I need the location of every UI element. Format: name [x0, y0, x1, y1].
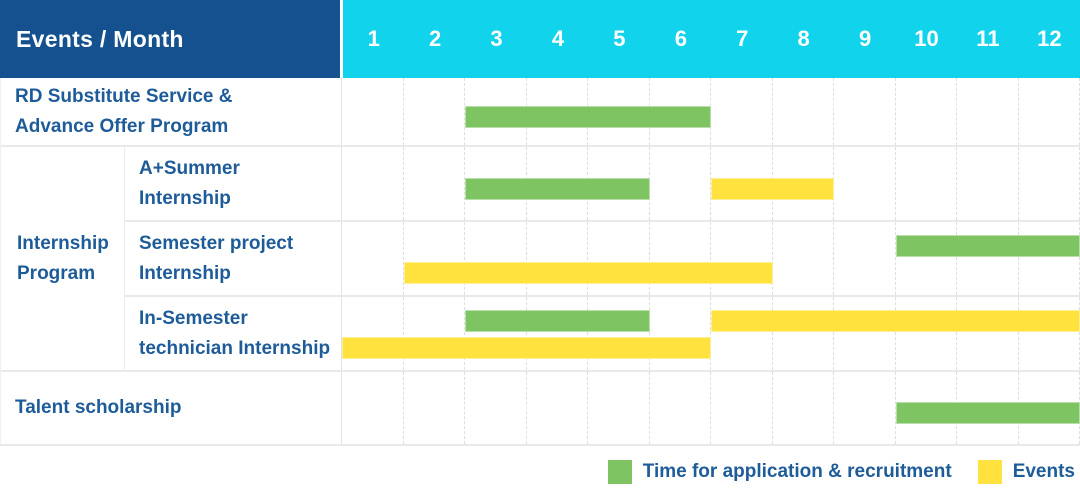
month-column [711, 78, 773, 145]
month-header-cell: 12 [1019, 0, 1080, 78]
month-column [957, 78, 1019, 145]
gantt-bar [342, 337, 711, 359]
month-column [650, 372, 712, 444]
month-header-cell: 3 [466, 0, 527, 78]
month-column [711, 372, 773, 444]
month-header-cell: 8 [773, 0, 834, 78]
month-header-cell: 1 [343, 0, 404, 78]
month-column [957, 147, 1019, 220]
internship-program-group: Internship Program A+Summer Internship S… [1, 145, 1080, 372]
month-column [1019, 147, 1080, 220]
gantt-body: RD Substitute Service & Advance Offer Pr… [0, 78, 1080, 446]
gantt-bar [465, 178, 650, 200]
gantt-bar [465, 310, 650, 332]
legend-label: Time for application & recruitment [643, 461, 952, 483]
month-column [404, 297, 466, 370]
month-column [1019, 78, 1080, 145]
gantt-bar [711, 178, 834, 200]
table-row-talent-scholarship: Talent scholarship [1, 372, 1080, 444]
gantt-bar [896, 402, 1080, 424]
row-label: In-Semester technician Internship [125, 297, 341, 370]
legend-item-application: Time for application & recruitment [608, 460, 952, 484]
gantt-track [341, 372, 1080, 444]
month-column [957, 222, 1019, 295]
month-column [773, 297, 835, 370]
month-column [527, 222, 589, 295]
month-column [465, 372, 527, 444]
month-header-cell: 10 [896, 0, 957, 78]
month-column [527, 297, 589, 370]
gantt-bar [465, 106, 711, 128]
legend-label: Events [1013, 461, 1075, 483]
month-column [1019, 222, 1080, 295]
gantt-bar [404, 262, 773, 284]
month-column [342, 78, 404, 145]
month-column [834, 222, 896, 295]
group-label: Internship Program [1, 147, 125, 370]
green-swatch-icon [608, 460, 632, 484]
month-column [404, 78, 466, 145]
month-header-cell: 5 [589, 0, 650, 78]
corner-header: Events / Month [0, 0, 343, 78]
month-column [834, 78, 896, 145]
month-header-cell: 6 [650, 0, 711, 78]
month-column [588, 297, 650, 370]
row-label: Semester project Internship [125, 222, 341, 295]
month-column [650, 297, 712, 370]
month-column [404, 372, 466, 444]
gantt-bar [711, 310, 1080, 332]
month-column [342, 372, 404, 444]
month-header-cell: 2 [404, 0, 465, 78]
month-column [896, 147, 958, 220]
month-column [342, 222, 404, 295]
gantt-track [341, 147, 1080, 220]
table-row-in-semester: In-Semester technician Internship [125, 295, 1080, 370]
month-column [342, 147, 404, 220]
row-label: A+Summer Internship [125, 147, 341, 220]
month-column [588, 222, 650, 295]
gantt-track [341, 222, 1080, 295]
month-column [588, 372, 650, 444]
gantt-track [341, 78, 1080, 145]
table-row-rd-substitute: RD Substitute Service & Advance Offer Pr… [1, 78, 1080, 145]
gantt-bar [896, 235, 1080, 257]
gantt-track [341, 297, 1080, 370]
month-column [1019, 297, 1080, 370]
month-column [650, 147, 712, 220]
month-column [342, 297, 404, 370]
month-column [896, 222, 958, 295]
month-header-cell: 7 [712, 0, 773, 78]
month-column [404, 222, 466, 295]
table-row-semester-project: Semester project Internship [125, 220, 1080, 295]
group-rows: A+Summer Internship Semester project Int… [125, 147, 1080, 370]
legend-item-events: Events [978, 460, 1075, 484]
month-column [957, 297, 1019, 370]
row-label: Talent scholarship [1, 372, 341, 444]
month-column [896, 78, 958, 145]
month-column [465, 297, 527, 370]
month-column [711, 297, 773, 370]
table-row-a-summer: A+Summer Internship [125, 147, 1080, 220]
month-column [711, 222, 773, 295]
month-column [773, 78, 835, 145]
month-column [404, 147, 466, 220]
month-header-cell: 4 [527, 0, 588, 78]
month-column [465, 222, 527, 295]
month-column [834, 147, 896, 220]
month-column [773, 372, 835, 444]
month-column [834, 297, 896, 370]
month-column [773, 222, 835, 295]
legend: Time for application & recruitment Event… [0, 446, 1080, 498]
month-column [527, 372, 589, 444]
month-header-cell: 9 [834, 0, 895, 78]
month-column [650, 222, 712, 295]
yellow-swatch-icon [978, 460, 1002, 484]
month-column [834, 372, 896, 444]
month-header-cell: 11 [957, 0, 1018, 78]
month-column [896, 297, 958, 370]
row-label: RD Substitute Service & Advance Offer Pr… [1, 78, 341, 145]
